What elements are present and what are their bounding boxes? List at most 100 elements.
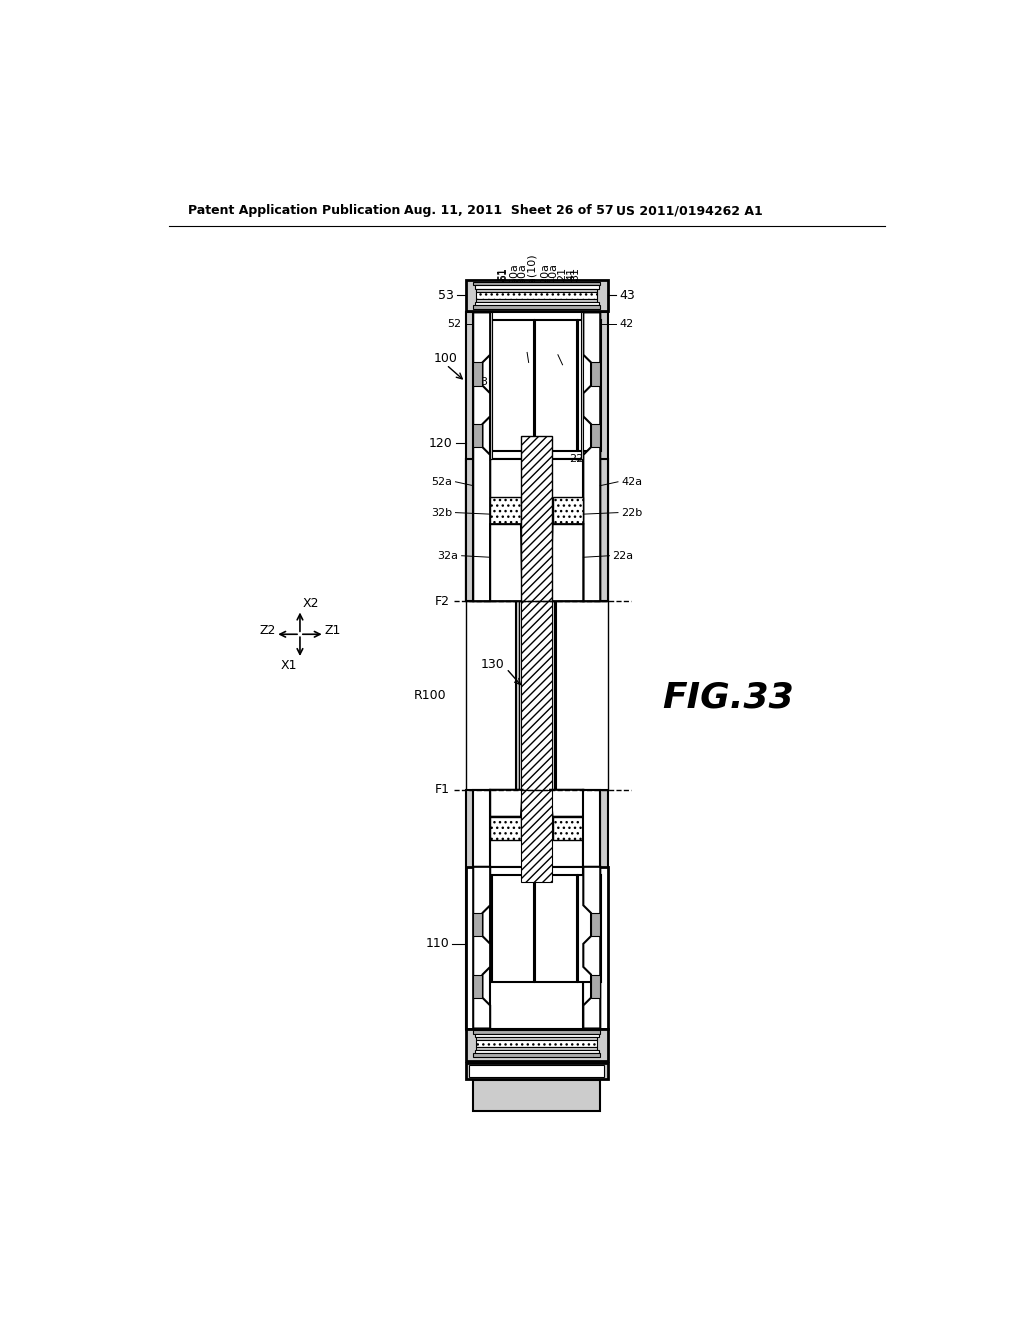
Bar xyxy=(475,302,599,305)
Text: 22b: 22b xyxy=(621,508,642,517)
Text: 110: 110 xyxy=(426,937,450,950)
Bar xyxy=(473,974,482,998)
Bar xyxy=(490,313,584,459)
Bar xyxy=(469,1065,604,1077)
Text: 32b: 32b xyxy=(431,508,453,517)
Text: 13b: 13b xyxy=(548,345,568,354)
Polygon shape xyxy=(584,313,600,601)
Polygon shape xyxy=(550,789,584,817)
Text: 21: 21 xyxy=(557,267,567,281)
Bar xyxy=(490,459,584,536)
Polygon shape xyxy=(490,789,522,817)
Bar xyxy=(473,913,482,936)
Bar xyxy=(475,1051,599,1053)
Text: 20a: 20a xyxy=(540,264,550,284)
Polygon shape xyxy=(584,789,600,867)
Text: 41: 41 xyxy=(566,267,575,281)
Bar xyxy=(600,313,608,601)
Bar xyxy=(476,1038,597,1040)
Bar xyxy=(473,1053,600,1057)
Bar xyxy=(521,436,552,601)
Bar xyxy=(475,285,599,289)
Bar xyxy=(490,498,521,524)
Bar xyxy=(473,305,600,309)
Bar xyxy=(476,289,597,292)
Bar xyxy=(473,789,490,1028)
Bar xyxy=(591,363,600,385)
Text: 120: 120 xyxy=(429,437,453,450)
Text: Aug. 11, 2011  Sheet 26 of 57: Aug. 11, 2011 Sheet 26 of 57 xyxy=(403,205,613,218)
Bar xyxy=(466,313,473,601)
Bar xyxy=(535,874,578,982)
Bar xyxy=(473,363,482,385)
Bar xyxy=(490,313,493,459)
Bar xyxy=(466,1028,608,1061)
Polygon shape xyxy=(473,867,490,1028)
Text: X2: X2 xyxy=(302,597,319,610)
Text: 10b: 10b xyxy=(520,451,541,462)
Bar xyxy=(521,789,552,882)
Bar xyxy=(490,817,521,840)
Bar xyxy=(584,459,600,601)
Bar xyxy=(591,974,600,998)
Text: 100: 100 xyxy=(434,352,458,366)
Text: 31: 31 xyxy=(570,267,581,281)
Bar xyxy=(578,321,601,451)
Bar xyxy=(476,292,597,298)
Bar xyxy=(473,424,482,447)
Bar xyxy=(518,601,554,789)
Text: 32a: 32a xyxy=(437,550,459,561)
Bar xyxy=(476,1040,597,1047)
Polygon shape xyxy=(473,313,490,601)
Bar xyxy=(466,867,608,1028)
Bar xyxy=(584,789,600,1028)
Text: Z1: Z1 xyxy=(325,624,341,638)
Bar xyxy=(466,1063,608,1078)
Text: 13: 13 xyxy=(474,376,488,387)
Text: R100: R100 xyxy=(414,689,446,702)
Bar xyxy=(584,789,608,1028)
Text: 22a: 22a xyxy=(612,550,634,561)
Text: 13a: 13a xyxy=(517,342,538,352)
Text: 42: 42 xyxy=(620,319,634,329)
Text: Z2: Z2 xyxy=(259,624,275,638)
Text: 51: 51 xyxy=(498,267,508,281)
Text: 52a: 52a xyxy=(431,477,453,487)
Text: X1: X1 xyxy=(281,659,297,672)
Bar xyxy=(490,789,584,867)
Bar xyxy=(553,498,584,524)
Bar xyxy=(473,1080,600,1111)
Bar xyxy=(535,321,578,451)
Text: 22: 22 xyxy=(569,454,584,463)
Text: Patent Application Publication: Patent Application Publication xyxy=(188,205,400,218)
Text: 40a: 40a xyxy=(548,264,558,284)
Text: 32: 32 xyxy=(475,454,489,463)
Bar xyxy=(600,459,608,601)
Text: F2: F2 xyxy=(435,594,451,607)
Bar xyxy=(466,789,490,1028)
Bar xyxy=(516,601,556,789)
Bar xyxy=(578,874,601,982)
Bar xyxy=(591,913,600,936)
Bar xyxy=(490,867,584,1028)
Bar xyxy=(466,601,608,789)
Bar xyxy=(492,321,535,451)
Bar xyxy=(521,601,552,789)
Bar xyxy=(475,1034,599,1038)
Bar xyxy=(466,280,608,312)
Bar xyxy=(473,281,600,285)
Text: US 2011/0194262 A1: US 2011/0194262 A1 xyxy=(615,205,763,218)
Bar xyxy=(584,314,600,322)
Text: 30a: 30a xyxy=(517,264,527,284)
Bar xyxy=(581,313,584,459)
Bar xyxy=(476,298,597,302)
Bar xyxy=(553,817,584,840)
Bar xyxy=(473,459,490,601)
Text: 42a: 42a xyxy=(621,477,642,487)
Text: 52: 52 xyxy=(447,319,462,329)
Bar xyxy=(466,459,473,601)
Bar xyxy=(473,1030,600,1034)
Polygon shape xyxy=(490,524,522,601)
Text: 53: 53 xyxy=(438,289,454,302)
Polygon shape xyxy=(584,867,600,1028)
